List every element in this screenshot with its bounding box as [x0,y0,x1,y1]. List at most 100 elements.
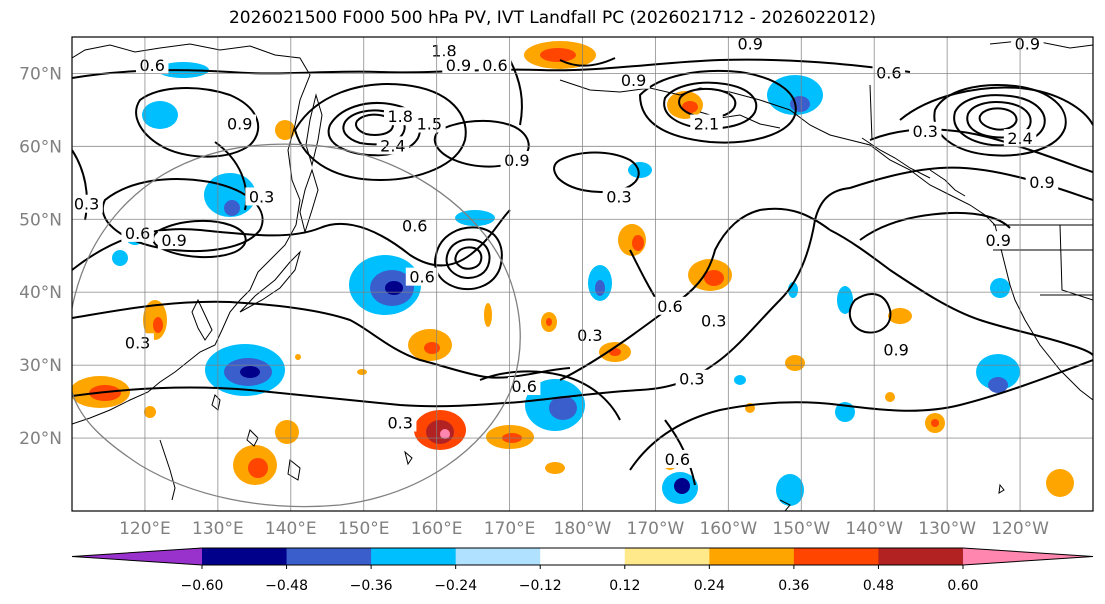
positive-anomaly-blob [1046,469,1074,497]
pc-shading [72,41,1074,506]
lon-tick-label: 150°E [338,519,390,539]
colorbar-tick-label: 0.60 [947,578,978,594]
contour-label-bg [661,449,694,468]
lat-tick-label: 30°N [19,356,62,376]
positive-anomaly-blob [546,318,552,326]
contour-label-bg [72,194,103,213]
negative-anomaly-blob [990,278,1010,298]
positive-anomaly-blob [144,406,156,418]
negative-anomaly-blob [837,286,853,314]
lat-tick-label: 40°N [19,283,62,303]
contour-label-bg [653,296,687,315]
lon-tick-label: 150°W [772,519,830,539]
contour-label: 0.6 [402,217,427,236]
contour-label-bg [383,413,417,432]
lon-tick-label: 180°W [554,519,612,539]
contour-label-bg [573,325,607,344]
positive-anomaly-blob [426,420,454,444]
colorbar-bin [540,548,626,565]
negative-anomaly-blob [385,281,403,295]
latitude-tick-labels: 20°N 30°N 40°N 50°N 60°N 70°N [19,64,62,449]
contour-label-bg [376,136,410,155]
colorbar-tick-label: −0.36 [350,578,393,594]
contour-label: 0.9 [446,56,471,75]
contour-label: 0.9 [1015,34,1040,53]
lon-tick-label: 170°E [484,519,536,539]
contour-label: 1.5 [417,115,442,134]
positive-anomaly-blob [248,458,268,478]
contour-label-bg [733,37,767,53]
lon-tick-label: 130°W [918,519,976,539]
contour-label-bg [135,56,169,75]
negative-anomaly-blob [142,101,178,129]
longitude-tick-labels: 120°E 130°E 140°E 150°E 160°E 170°E 180°W 170°W… [119,519,1049,539]
negative-anomaly-blob [674,478,690,494]
colorbar-bin [624,548,710,565]
contour-label: 0.9 [883,341,908,360]
contour-label-bg [223,114,256,133]
colorbar-tick-label: −0.24 [434,578,477,594]
colorbar-bin [371,548,457,565]
colorbar-bin [878,548,964,565]
negative-anomaly-blob [224,200,240,216]
contour-label: 0.3 [701,311,726,330]
map-panel: 0.60.90.30.30.6 0.91.82.41.50.60.61.80.9 0… [19,34,1094,539]
contour-label: 0.6 [482,56,507,75]
positive-anomaly-blob [295,354,301,360]
lon-tick-label: 170°W [627,519,685,539]
reference-circle [72,143,521,508]
negative-anomaly-blob [549,396,577,420]
lat-tick-label: 60°N [19,137,62,157]
positive-anomaly-blob [275,420,299,444]
negative-anomaly-blob [976,354,1020,390]
colorbar-tick-label: 0.12 [609,578,640,594]
colorbar-tick-label: −0.12 [519,578,562,594]
negative-anomaly-blob [628,162,652,178]
lon-tick-label: 160°E [411,519,463,539]
contour-label: 1.8 [431,42,456,61]
contour-label-bg [442,56,475,75]
contour-label-bg [602,187,636,206]
contour-label: 0.6 [876,63,901,82]
contour-label-bg [121,223,154,242]
colorbar-tick-label: 0.24 [694,578,725,594]
contour-label-bg [879,340,913,359]
contour-label: 1.8 [387,107,412,126]
lat-tick-label: 50°N [19,210,62,230]
colorbar-tick-label: 0.48 [863,578,894,594]
colorbar-extend-low [72,548,202,565]
contour-label-bg [427,41,461,60]
lon-tick-label: 140°E [265,519,317,539]
contour-label: 0.3 [125,333,150,352]
contour-label-bg [398,216,432,235]
contour-label: 0.6 [409,268,434,287]
negative-anomaly-blob [595,280,605,296]
lat-tick-label: 20°N [19,429,62,449]
positive-anomaly-blob [484,303,492,327]
contour-label-bg [157,231,191,250]
positive-anomaly-blob [785,355,805,371]
lon-tick-label: 140°W [845,519,903,539]
contour-label: 0.3 [606,187,631,206]
contour-label-bg [1025,172,1059,191]
contour-label-bg [413,114,446,133]
positive-anomaly-blob [440,429,450,439]
positive-anomaly-blob [540,48,576,62]
positive-anomaly-blob [632,235,644,251]
lon-tick-label: 160°W [699,519,757,539]
contour-label: 0.6 [511,377,536,396]
lon-tick-label: 120°W [991,519,1049,539]
positive-anomaly-blob [931,419,939,427]
colorbar-bin [455,548,541,565]
contour-label-bg [121,333,154,352]
contour-labels: 0.60.90.30.30.6 0.91.82.41.50.60.61.80.9 0… [72,34,1059,469]
contour-label: 0.3 [74,195,99,214]
positive-anomaly-blob [704,270,724,286]
colorbar-tick-label: −0.60 [181,578,224,594]
positive-anomaly-blob [153,317,163,333]
contour-label: 0.9 [1029,173,1054,192]
negative-anomaly-blob [734,375,746,385]
contour-label-bg [478,56,512,75]
contour-label: 0.3 [913,122,938,141]
contour-label-bg [1011,37,1044,53]
